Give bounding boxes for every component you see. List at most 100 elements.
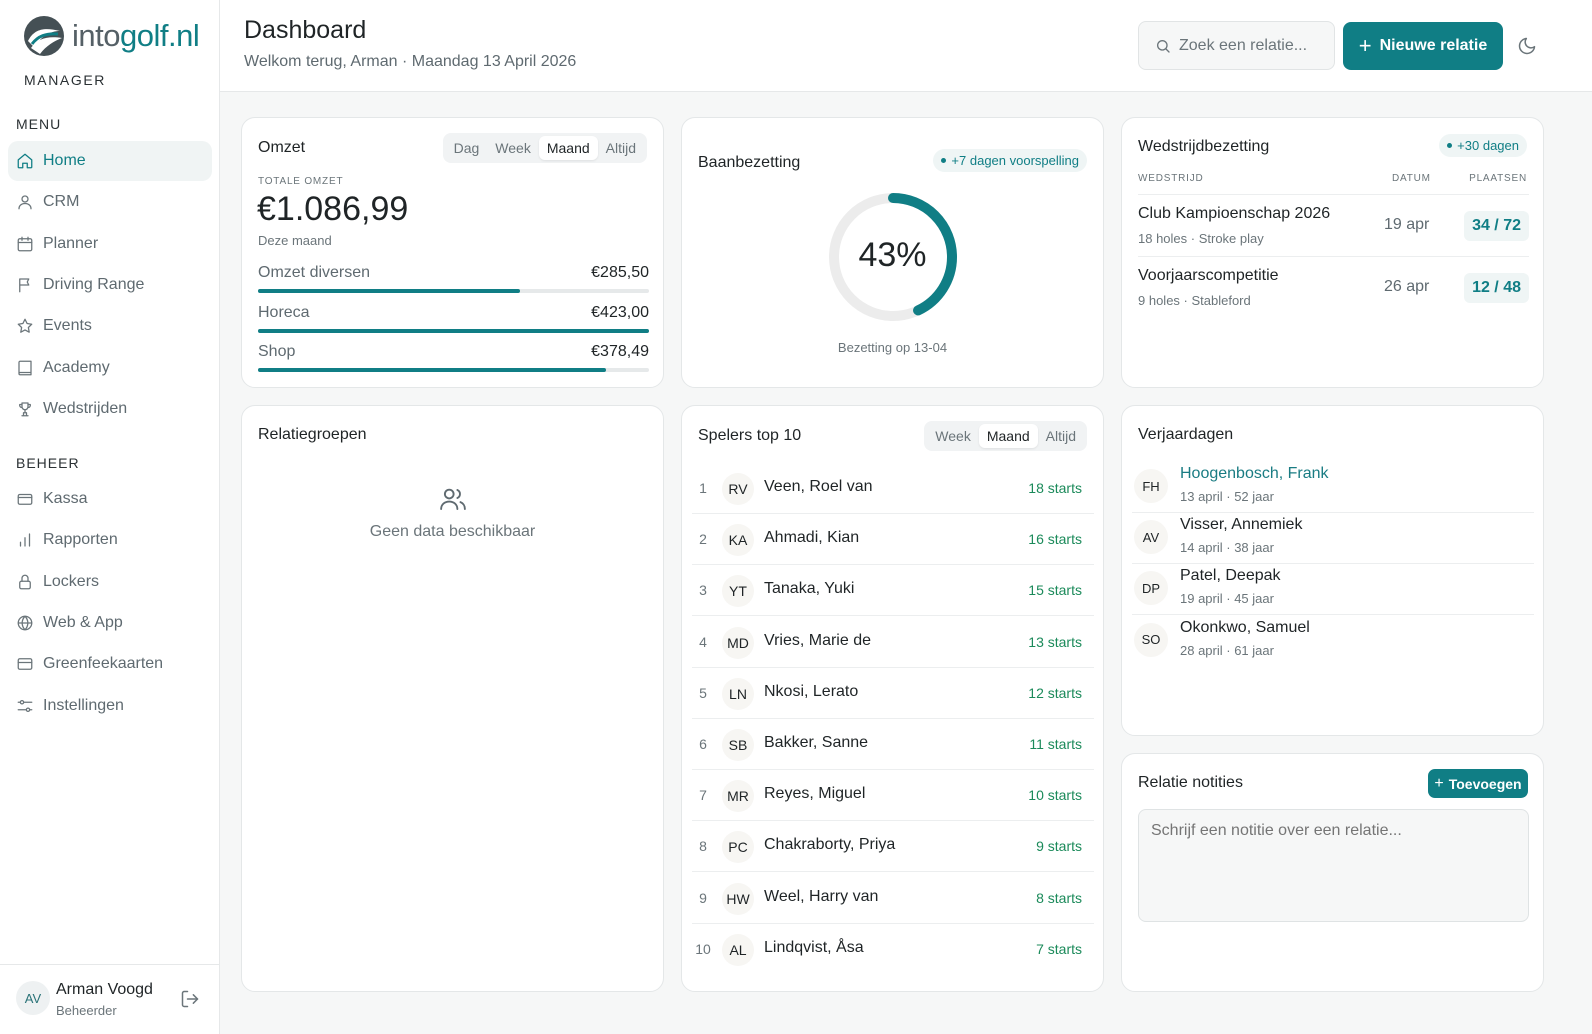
tab-maand[interactable]: Maand [978,424,1038,448]
omzet-period: Deze maand [258,233,332,248]
player-starts: 12 starts [1028,684,1082,701]
dark-mode-toggle-icon[interactable] [1517,36,1537,56]
sidebar-item-kassa[interactable]: Kassa [8,479,212,519]
player-row[interactable]: 10 AL Lindqvist, Åsa 7 starts [692,924,1092,976]
user-icon [18,195,32,210]
search-placeholder: Zoek een relatie... [1179,36,1308,54]
row-divider [692,769,1094,770]
user-name: Arman Voogd [56,981,153,998]
star-icon [17,318,33,333]
sidebar-item-events[interactable]: Events [8,306,212,346]
sidebar-item-lockers[interactable]: Lockers [8,562,212,602]
sidebar-item-home[interactable]: Home [8,141,212,181]
col-header-datum: DATUM [1392,173,1431,184]
player-row[interactable]: 1 RV Veen, Roel van 18 starts [692,463,1092,515]
player-name: Bakker, Sanne [764,734,869,751]
player-row[interactable]: 4 MD Vries, Marie de 13 starts [692,617,1092,669]
competition-date: 26 apr [1384,278,1430,295]
player-starts: 13 starts [1028,633,1082,650]
player-row[interactable]: 8 PC Chakraborty, Priya 9 starts [692,821,1092,873]
sidebar-item-driving-range[interactable]: Driving Range [8,265,212,305]
birthday-meta: 19 april · 45 jaar [1180,591,1274,607]
search-icon [1157,39,1170,53]
player-name: Veen, Roel van [764,478,873,495]
row-divider [692,564,1094,566]
sidebar-item-instellingen[interactable]: Instellingen [8,686,212,726]
user-avatar[interactable]: AV [16,981,50,1015]
plus-icon: + [1358,33,1372,58]
player-avatar: RV [722,473,754,505]
forecast-badge[interactable]: +7 dagen voorspelling [933,149,1087,172]
birthday-name: Okonkwo, Samuel [1180,618,1310,636]
col-header-plaatsen: PLAATSEN [1469,173,1527,184]
tab-week[interactable]: Week [495,140,531,156]
relatie-notities-card: Relatie notities + Toevoegen [1121,753,1544,992]
player-row[interactable]: 6 SB Bakker, Sanne 11 starts [692,719,1092,771]
sidebar-item-label: Driving Range [43,275,145,293]
add-note-button[interactable]: + Toevoegen [1428,769,1528,798]
player-row[interactable]: 9 HW Weel, Harry van 8 starts [692,873,1092,925]
player-row[interactable]: 7 MR Reyes, Miguel 10 starts [692,770,1092,822]
sidebar-item-rapporten[interactable]: Rapporten [8,520,212,560]
tab-altijd[interactable]: Altijd [605,140,636,156]
brand-logo[interactable]: intogolf.nl [22,14,200,58]
player-starts: 18 starts [1028,480,1082,496]
birthday-row[interactable]: SO Okonkwo, Samuel 28 april · 61 jaar [1132,615,1532,666]
player-row[interactable]: 5 LN Nkosi, Lerato 12 starts [692,668,1092,720]
tab-dag[interactable]: Dag [453,140,480,156]
forecast-badge-label: +7 dagen voorspelling [951,153,1079,168]
row-divider [1132,563,1534,565]
search-input[interactable]: Zoek een relatie... [1138,21,1335,70]
player-rank: 3 [699,582,707,599]
tab-week[interactable]: Week [935,428,971,444]
row-divider [692,820,1094,822]
intogolf-logo-icon [24,16,64,56]
revenue-bar-track [258,289,649,293]
competition-row[interactable]: Voorjaarscompetitie 9 holes · Stableford 2… [1138,267,1529,329]
tab-maand[interactable]: Maand [538,136,598,160]
birthday-avatar: FH [1134,469,1168,503]
spelers-period-tabs: Week Maand Altijd [924,421,1087,451]
player-rank: 9 [699,889,707,906]
note-textarea[interactable] [1138,809,1529,922]
sidebar-item-planner[interactable]: Planner [8,224,212,264]
sidebar-item-academy[interactable]: Academy [8,348,212,388]
new-relation-button[interactable]: + Nieuwe relatie [1343,22,1503,70]
birthday-row[interactable]: AV Visser, Annemiek 14 april · 38 jaar [1132,512,1532,563]
baanbezetting-title: Baanbezetting [698,154,801,171]
sidebar-item-wedstrijden[interactable]: Wedstrijden [8,389,212,429]
sidebar-item-web-app[interactable]: Web & App [8,603,212,643]
player-row[interactable]: 2 KA Ahmadi, Kian 16 starts [692,514,1092,566]
competition-row[interactable]: Club Kampioenschap 2026 18 holes · Stroke… [1138,205,1529,267]
revenue-amount: €285,50 [591,264,649,281]
wedstrijdbezetting-card: Wedstrijdbezetting +30 dagen WEDSTRIJD D… [1121,117,1544,388]
sidebar-item-crm[interactable]: CRM [8,182,212,222]
verjaardagen-title: Verjaardagen [1138,426,1234,443]
sidebar-item-label: Instellingen [43,696,124,714]
birthday-name: Hoogenbosch, Frank [1180,465,1329,482]
player-row[interactable]: 3 YT Tanaka, Yuki 15 starts [692,565,1092,617]
wedstrijd-title: Wedstrijdbezetting [1138,138,1270,155]
omzet-period-tabs: Dag Week Maand Altijd [442,133,647,163]
logout-icon[interactable] [180,989,200,1009]
player-avatar: MR [722,780,754,813]
birthday-row[interactable]: DP Patel, Deepak 19 april · 45 jaar [1132,563,1532,614]
empty-state-text: Geen data beschikbaar [369,523,536,540]
player-name: Lindqvist, Åsa [764,938,864,956]
competition-places-badge: 12 / 48 [1464,273,1529,303]
birthday-row[interactable]: FH Hoogenbosch, Frank 13 april · 52 jaar [1132,461,1532,512]
competition-format: 18 holes · Stroke play [1138,231,1264,246]
range-badge[interactable]: +30 dagen [1439,134,1527,157]
tab-altijd[interactable]: Altijd [1045,428,1076,444]
player-starts: 7 starts [1036,940,1082,957]
lock-icon [19,574,31,589]
birthday-meta: 13 april · 52 jaar [1180,489,1274,504]
sidebar-item-label: Lockers [43,572,100,590]
row-divider [1138,256,1529,257]
top-header: Dashboard Welkom terug, Arman · Maandag … [220,0,1592,92]
spelers-top10-card: Spelers top 10 Week Maand Altijd 1 RV Veen, … [681,405,1104,992]
users-icon [440,488,466,510]
brand-name: intogolf.nl [72,18,200,53]
sidebar-item-greenfeekaarten[interactable]: Greenfeekaarten [8,644,212,684]
birthday-avatar: SO [1134,622,1168,657]
